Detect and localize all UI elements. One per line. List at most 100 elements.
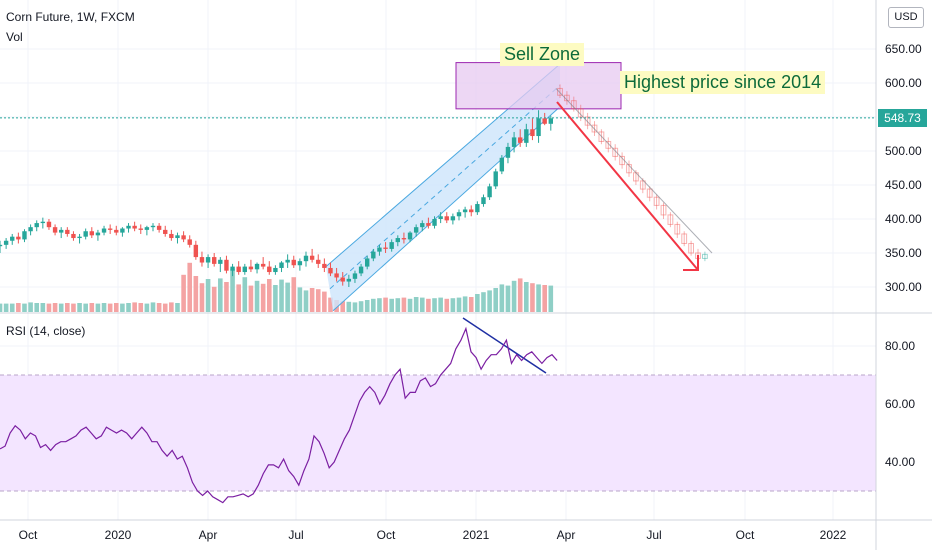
candle-body (10, 236, 15, 241)
candle-body (28, 227, 33, 232)
volume-bar (303, 290, 309, 312)
drawing-overlays[interactable] (0, 101, 876, 374)
volume-bar (101, 303, 107, 312)
projected-candle-body (612, 147, 619, 157)
candle-body (389, 242, 394, 249)
volume-bar (542, 285, 547, 312)
volume-bar (175, 303, 180, 312)
candle-body (346, 278, 352, 282)
rsi-legend[interactable]: RSI (14, close) (6, 324, 86, 338)
volume-bar (16, 303, 21, 312)
volume-bar (377, 298, 382, 312)
price-tick-label: 650.00 (885, 42, 922, 56)
candle-body (0, 244, 3, 247)
volume-bar (22, 303, 27, 312)
candle-body (120, 228, 125, 233)
candle-body (524, 129, 529, 143)
symbol-title[interactable]: Corn Future, 1W, FXCM (6, 10, 135, 24)
candle-body (267, 266, 272, 273)
volume-legend[interactable]: Vol (6, 30, 23, 44)
rsi-tick-label: 40.00 (885, 455, 915, 469)
candle-body (309, 255, 315, 260)
candle-body (358, 266, 364, 274)
time-tick-label: Jul (646, 528, 661, 542)
volume-bar (456, 297, 462, 312)
volume-bar (536, 284, 541, 312)
candle-body (279, 262, 284, 268)
candle-body (89, 231, 94, 236)
volume-bar (352, 302, 358, 312)
candle-body (511, 137, 517, 147)
time-tick-label: Oct (736, 528, 755, 542)
volume-bar (162, 303, 168, 312)
volume-bar (58, 303, 64, 312)
candle-body (407, 232, 413, 240)
time-tick-label: 2022 (820, 528, 847, 542)
volume-bar (517, 278, 523, 312)
volume-bar (444, 298, 450, 312)
candle-body (71, 233, 76, 239)
candle-body (175, 235, 180, 239)
volume-bar (322, 291, 327, 312)
currency-button[interactable]: USD (888, 7, 924, 28)
volume-bar (71, 303, 76, 312)
volume-bar (150, 302, 156, 312)
channel-mid-line (329, 85, 561, 290)
highest-price-label[interactable]: Highest price since 2014 (620, 71, 826, 94)
sell-zone-box[interactable] (455, 62, 622, 110)
candle-body (303, 255, 309, 262)
price-tick-label: 600.00 (885, 76, 922, 90)
candle-body (199, 257, 205, 263)
volume-bar (95, 303, 101, 312)
time-tick-label: 2021 (463, 528, 490, 542)
volume-bar (548, 285, 554, 312)
rsi-tick-label: 60.00 (885, 397, 915, 411)
candle-body (224, 259, 229, 271)
price-tick-label: 450.00 (885, 178, 922, 192)
candle-body (156, 225, 162, 230)
volume-bar (254, 280, 260, 312)
volume-bar (364, 300, 370, 312)
volume-bar (468, 297, 474, 312)
candle-body (218, 259, 223, 264)
candle-body (432, 219, 437, 226)
candle-body (126, 225, 131, 229)
candle-body (187, 239, 192, 245)
volume-bar (315, 289, 321, 312)
candle-body (322, 263, 327, 268)
down-arrow-shaft (556, 101, 699, 271)
volume-bar (505, 285, 511, 312)
candle-body (462, 209, 468, 213)
projected-candle-body (681, 233, 688, 244)
candle-body (469, 209, 474, 213)
candle-body (426, 223, 431, 226)
candle-body (52, 227, 58, 233)
volume-bar (156, 303, 162, 312)
volume-bar (40, 303, 46, 312)
candle-body (444, 216, 449, 221)
volume-bar (199, 283, 205, 312)
candle-body (328, 267, 333, 274)
candle-body (365, 258, 370, 267)
volume-bar (346, 301, 352, 312)
last-price-tag: 548.73 (878, 109, 927, 127)
volume-bar (279, 279, 284, 312)
candle-body (371, 251, 376, 259)
candle-body (212, 257, 217, 264)
volume-bar (28, 302, 33, 312)
candle-body (352, 273, 358, 279)
sell-zone-label[interactable]: Sell Zone (500, 43, 585, 66)
volume-bar (132, 302, 137, 312)
candle-body (114, 229, 119, 233)
candle-body (505, 146, 511, 158)
candle-body (230, 266, 235, 271)
projected-candle-body (646, 188, 653, 198)
time-tick-label: Apr (557, 528, 576, 542)
candle-body (169, 233, 174, 239)
volume-bar (218, 278, 223, 312)
candle-body (285, 259, 290, 263)
candle-body (395, 238, 400, 243)
candle-body (438, 216, 443, 219)
candle-body (150, 225, 156, 228)
volume-bar (291, 277, 297, 312)
